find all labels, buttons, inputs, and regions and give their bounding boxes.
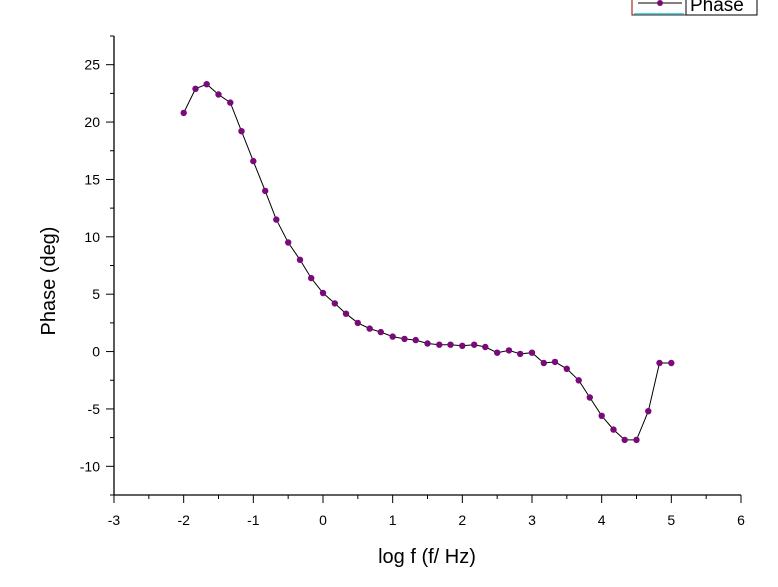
data-point (517, 350, 524, 358)
data-point (586, 394, 593, 401)
data-point (238, 128, 245, 135)
axes (113, 36, 741, 496)
data-point (633, 436, 640, 444)
x-tick-label: 5 (667, 512, 675, 528)
data-point (447, 341, 454, 348)
data-point (610, 426, 617, 433)
data-point (668, 359, 675, 367)
data-point (540, 359, 547, 367)
data-point (308, 274, 315, 282)
legend-label-box (685, 0, 758, 16)
y-tick-label: 10 (84, 229, 100, 245)
data-point (401, 335, 408, 343)
x-tick-label: 2 (458, 512, 466, 528)
y-tick-label: 20 (84, 114, 100, 130)
data-point (621, 436, 628, 444)
data-point (563, 365, 570, 372)
data-point (262, 187, 269, 195)
data-point (296, 256, 304, 263)
data-point (528, 349, 536, 356)
series-line (183, 83, 672, 441)
y-tick-label: 25 (84, 57, 100, 73)
y-tick-label: 5 (92, 286, 100, 302)
data-point (192, 85, 199, 93)
y-tick-label: -5 (88, 401, 101, 417)
data-point (285, 239, 292, 246)
x-tick-label: -1 (247, 512, 260, 528)
data-point (354, 319, 361, 327)
data-point (436, 341, 443, 348)
data-point (459, 342, 466, 349)
data-point (180, 109, 187, 117)
data-point (377, 328, 384, 336)
data-point (342, 310, 350, 317)
x-tick-label: -3 (108, 512, 121, 528)
data-point (331, 300, 338, 307)
legend: Phase (631, 0, 758, 16)
x-tick-label: 6 (737, 512, 745, 528)
y-tick-label: 0 (92, 344, 100, 360)
series-phase (180, 81, 675, 444)
x-tick-label: 3 (528, 512, 536, 528)
data-point (319, 289, 327, 297)
data-point (471, 341, 478, 348)
x-axis-title: log f (f/ Hz) (378, 546, 476, 568)
data-point (575, 377, 582, 384)
data-point (412, 336, 419, 344)
x-tick-label: 4 (598, 512, 606, 528)
data-point (494, 349, 501, 356)
data-point (482, 343, 489, 351)
y-tick-label: 15 (84, 171, 100, 187)
legend-series-marker (657, 0, 663, 6)
data-point (203, 81, 210, 88)
data-point (366, 325, 373, 332)
data-point (389, 333, 396, 340)
data-point (273, 216, 280, 223)
x-tick-label: -2 (177, 512, 190, 528)
y-axis-title: Phase (deg) (38, 227, 60, 336)
x-tick-label: 0 (319, 512, 327, 528)
data-point (656, 359, 663, 367)
data-point (645, 408, 652, 415)
data-point (250, 157, 257, 165)
data-point (215, 91, 222, 98)
data-point (551, 358, 559, 366)
data-point (598, 412, 605, 419)
data-point (505, 347, 513, 354)
legend-label: Phase (690, 0, 744, 16)
x-tick-label: 1 (389, 512, 397, 528)
y-tick-label: -10 (80, 458, 100, 474)
data-point (227, 99, 234, 106)
data-point (424, 340, 431, 347)
